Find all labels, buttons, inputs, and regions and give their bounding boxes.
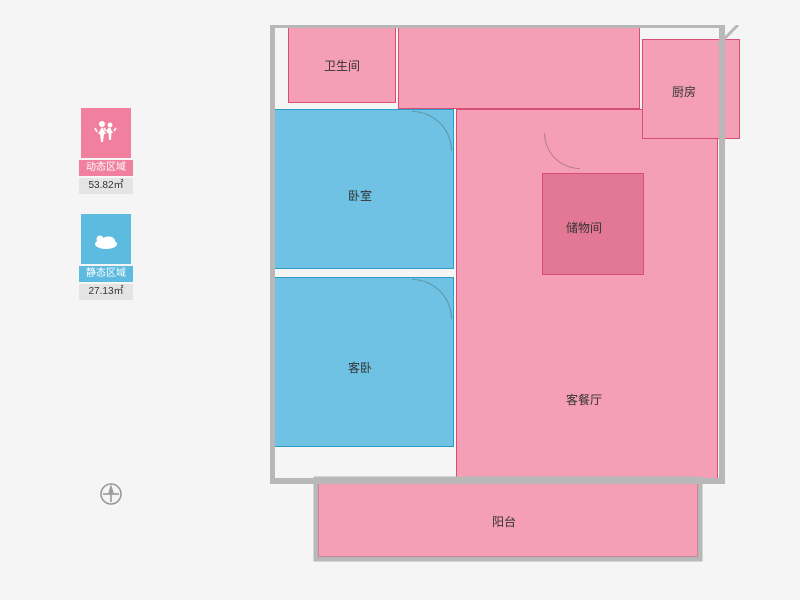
label-bedroom2: 客卧 — [348, 359, 372, 376]
sleep-icon — [81, 214, 131, 264]
label-kitchen: 厨房 — [672, 83, 696, 100]
legend-dynamic-value: 53.82㎡ — [79, 178, 133, 194]
label-balcony: 阳台 — [492, 513, 516, 530]
label-storage: 储物间 — [566, 219, 602, 236]
room-living — [456, 109, 718, 479]
legend-dynamic-label: 动态区域 — [79, 160, 133, 176]
legend: 动态区域 53.82㎡ 静态区域 27.13㎡ — [76, 108, 136, 320]
legend-dynamic: 动态区域 53.82㎡ — [76, 108, 136, 194]
legend-static-value: 27.13㎡ — [79, 284, 133, 300]
label-living: 客餐厅 — [566, 391, 602, 408]
floorplan: 卫生间 厨房 卧室 客卧 储物间 客餐厅 阳台 — [270, 25, 740, 580]
people-icon — [81, 108, 131, 158]
compass-icon — [97, 480, 125, 513]
room-corridor — [398, 25, 640, 109]
label-bathroom: 卫生间 — [324, 57, 360, 74]
legend-static-label: 静态区域 — [79, 266, 133, 282]
label-bedroom1: 卧室 — [348, 187, 372, 204]
legend-static: 静态区域 27.13㎡ — [76, 214, 136, 300]
